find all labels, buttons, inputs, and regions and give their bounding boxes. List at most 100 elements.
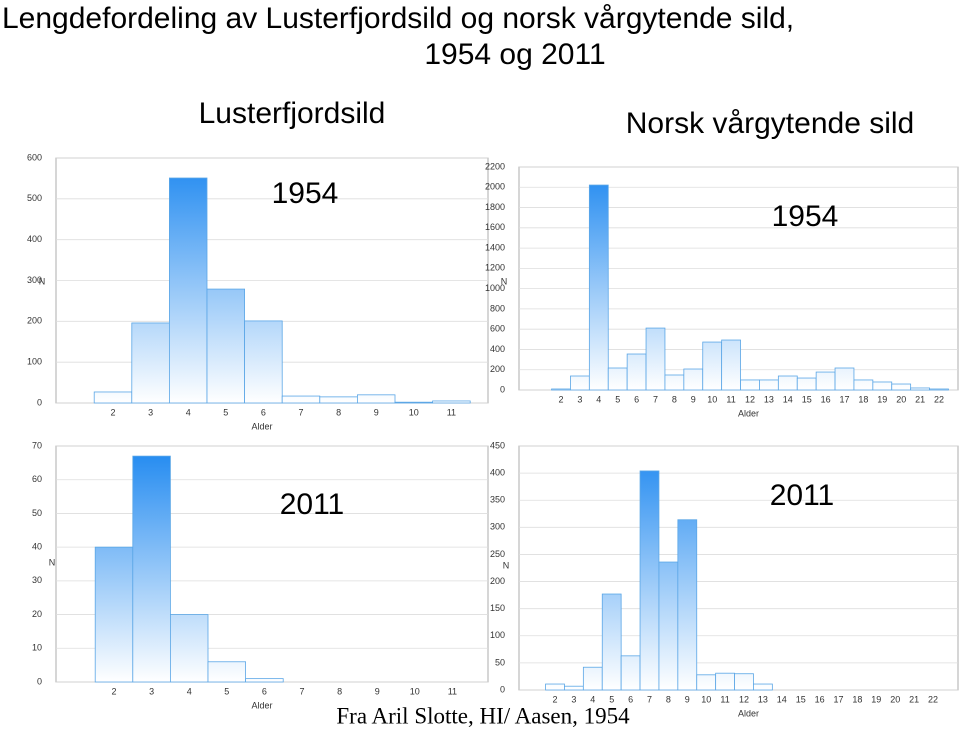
x-tick-label: 3 (149, 686, 154, 696)
x-tick-label: 15 (802, 394, 812, 404)
y-tick-label: 300 (27, 275, 42, 285)
slide-title: Lengdefordeling av Lusterfjordsild og no… (2, 2, 794, 35)
bar (834, 367, 855, 391)
y-tick-label: 250 (490, 549, 505, 559)
bar (168, 177, 208, 404)
x-tick-label: 3 (571, 694, 576, 704)
bar (721, 339, 741, 391)
y-axis-label: N (49, 557, 56, 567)
plot-area (518, 445, 959, 691)
x-tick-label: 7 (653, 394, 658, 404)
y-tick-label: 0 (37, 397, 42, 407)
bar (639, 470, 660, 691)
bar (206, 288, 245, 404)
x-axis-label: Alder (251, 421, 272, 431)
bar (131, 322, 170, 404)
bar (620, 655, 641, 691)
bar (759, 379, 779, 391)
bar (891, 383, 912, 391)
x-tick-label: 11 (447, 407, 456, 417)
x-tick-label: 18 (852, 694, 862, 704)
x-tick-label: 2 (110, 407, 115, 417)
y-tick-label: 150 (490, 603, 505, 613)
bar (664, 374, 685, 391)
bar (777, 375, 798, 391)
bar (853, 379, 874, 391)
group-title: Lusterfjordsild (199, 97, 386, 130)
x-tick-label: 8 (337, 686, 342, 696)
bar (356, 394, 396, 404)
y-tick-label: 500 (27, 193, 42, 203)
x-tick-label: 5 (223, 407, 228, 417)
x-tick-label: 2 (552, 694, 557, 704)
x-tick-label: 21 (915, 394, 925, 404)
y-tick-label: 0 (500, 384, 505, 394)
x-axis-label: Alder (738, 408, 759, 418)
x-axis-label: Alder (738, 708, 759, 718)
bar (432, 400, 471, 404)
x-tick-label: 10 (410, 686, 420, 696)
y-tick-label: 450 (490, 440, 505, 450)
y-tick-label: 200 (490, 576, 505, 586)
x-tick-label: 10 (409, 407, 419, 417)
x-tick-label: 11 (720, 694, 729, 704)
bar (696, 674, 717, 691)
bar (281, 395, 321, 404)
x-tick-label: 4 (596, 394, 601, 404)
y-tick-label: 10 (32, 643, 42, 653)
chart-title: 1954 (772, 200, 839, 233)
y-tick-label: 1600 (485, 222, 505, 232)
x-tick-label: 4 (590, 694, 595, 704)
y-tick-label: 100 (490, 630, 505, 640)
y-tick-label: 40 (32, 542, 42, 552)
x-tick-label: 3 (148, 407, 153, 417)
bar (702, 341, 723, 391)
y-tick-label: 600 (27, 152, 42, 162)
bar (394, 401, 433, 404)
y-tick-label: 350 (490, 495, 505, 505)
x-tick-label: 8 (336, 407, 341, 417)
x-tick-label: 21 (909, 694, 919, 704)
x-tick-label: 20 (890, 694, 900, 704)
x-tick-label: 16 (821, 394, 831, 404)
x-tick-label: 11 (448, 686, 457, 696)
bar (570, 375, 590, 391)
chart-title: 1954 (272, 177, 339, 210)
x-tick-label: 9 (375, 686, 380, 696)
y-tick-label: 1400 (485, 242, 505, 252)
x-tick-label: 3 (577, 394, 582, 404)
x-tick-label: 7 (298, 407, 303, 417)
x-tick-label: 16 (815, 694, 825, 704)
x-tick-label: 15 (796, 694, 806, 704)
x-tick-label: 14 (783, 394, 793, 404)
bar (607, 367, 628, 391)
y-tick-label: 0 (37, 676, 42, 686)
bar (93, 391, 133, 404)
y-tick-label: 1800 (485, 202, 505, 212)
x-tick-label: 9 (691, 394, 696, 404)
x-tick-label: 13 (758, 694, 768, 704)
x-tick-label: 17 (833, 694, 843, 704)
x-tick-label: 13 (764, 394, 774, 404)
group-title: Norsk vårgytende sild (626, 107, 914, 140)
bar (601, 593, 622, 691)
y-tick-label: 2000 (485, 182, 505, 192)
x-tick-label: 5 (609, 694, 614, 704)
bar (545, 683, 565, 691)
x-tick-label: 12 (745, 394, 755, 404)
y-tick-label: 2200 (485, 161, 505, 171)
source: Fra Aril Slotte, HI/ Aasen, 1954 (336, 703, 630, 728)
y-tick-label: 800 (490, 303, 505, 313)
x-tick-label: 6 (261, 407, 266, 417)
x-tick-label: 5 (224, 686, 229, 696)
x-tick-label: 9 (685, 694, 690, 704)
y-tick-label: 70 (32, 440, 42, 450)
x-axis-label: Alder (251, 700, 272, 710)
x-tick-label: 7 (299, 686, 304, 696)
x-tick-label: 19 (877, 394, 887, 404)
bar (796, 377, 817, 391)
x-tick-label: 6 (262, 686, 267, 696)
bar (169, 614, 209, 683)
x-tick-label: 10 (701, 694, 711, 704)
